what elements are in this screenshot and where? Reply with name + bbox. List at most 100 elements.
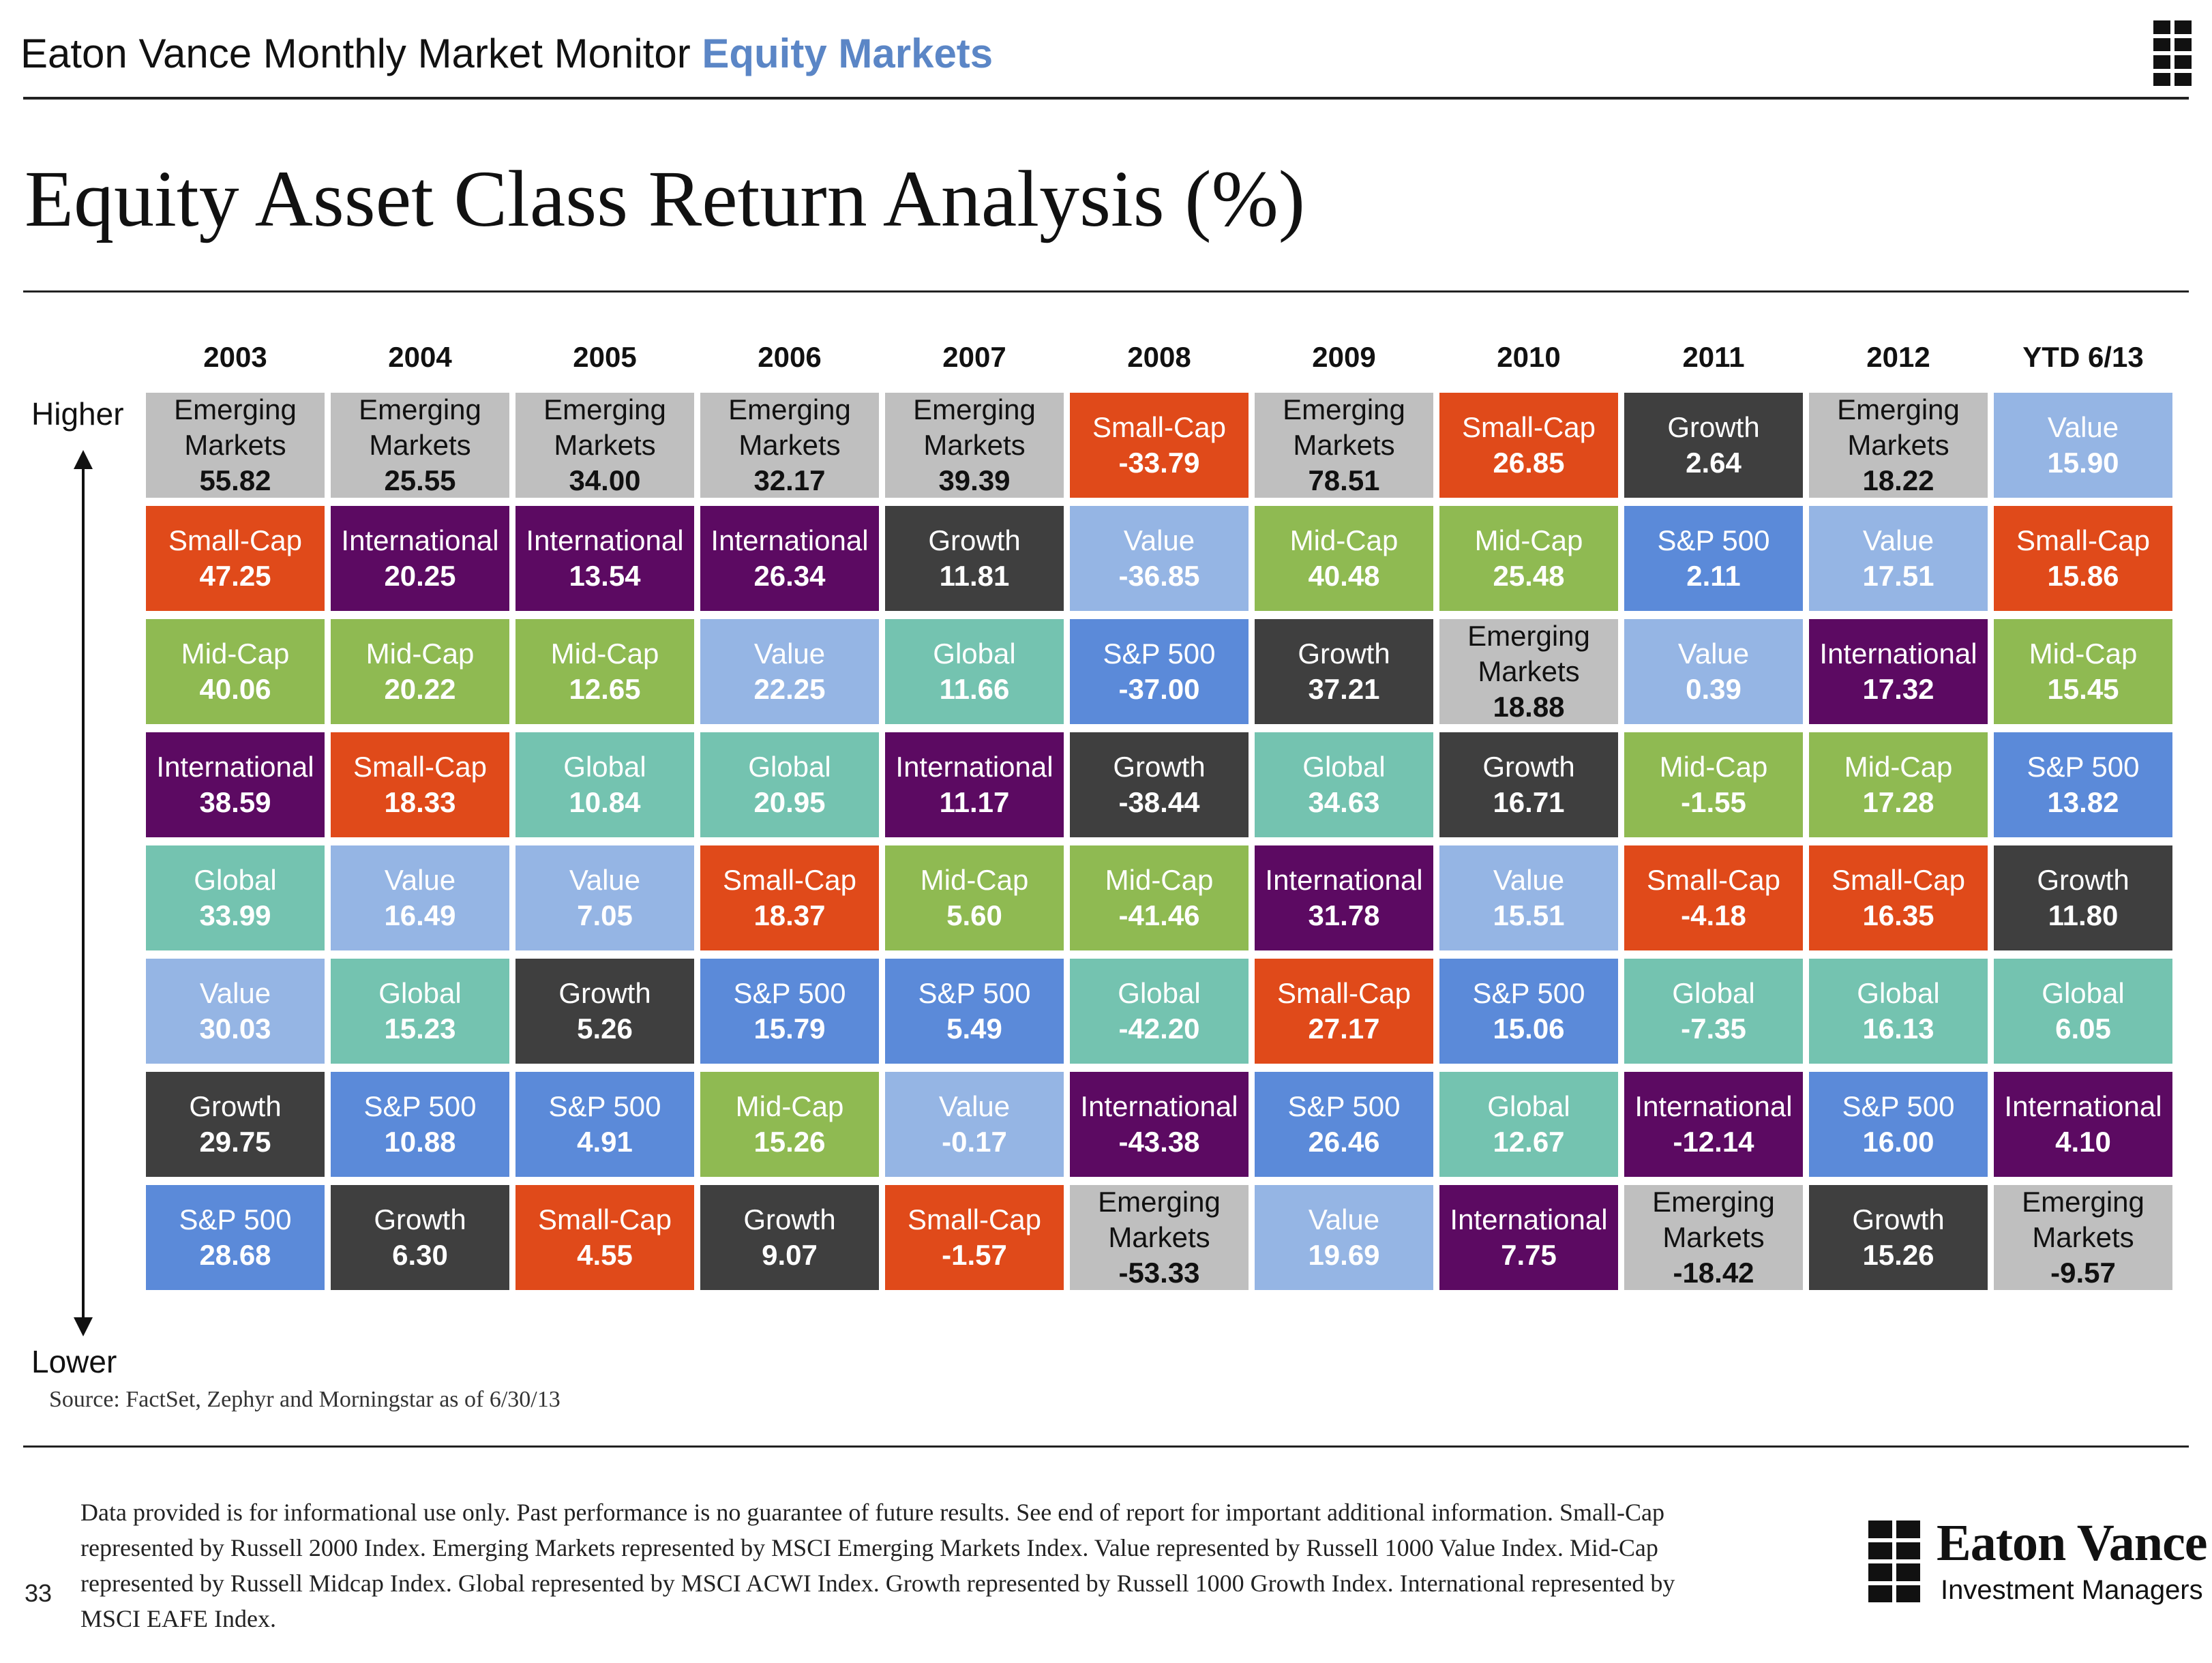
cell-category: Value [753, 638, 826, 670]
cell-value: 30.03 [199, 1013, 271, 1045]
cell-category: S&P 500 [1287, 1090, 1401, 1122]
cell-value: -18.42 [1673, 1257, 1754, 1289]
return-cell: Growth 5.26 [515, 959, 694, 1064]
cell-category: Global [378, 977, 462, 1009]
return-cell: Emerging Markets 25.55 [331, 393, 509, 498]
cell-category: Growth [1298, 638, 1390, 670]
return-cell: Global 16.13 [1809, 959, 1988, 1064]
cell-value: 16.00 [1862, 1126, 1934, 1158]
return-cell: International 7.75 [1439, 1185, 1618, 1290]
cell-category: Mid-Cap [1659, 751, 1768, 783]
return-cell: Small-Cap -33.79 [1070, 393, 1249, 498]
cell-category: Growth [558, 977, 651, 1009]
cell-value: 15.79 [753, 1013, 826, 1045]
cell-category: Small-Cap [907, 1203, 1042, 1235]
cell-category: S&P 500 [548, 1090, 661, 1122]
cell-category: Growth [1482, 751, 1575, 783]
cell-value: 15.26 [753, 1126, 826, 1158]
return-cell: Small-Cap 4.55 [515, 1185, 694, 1290]
cell-category: Global [194, 864, 277, 896]
return-cell: Mid-Cap 20.22 [331, 619, 509, 724]
cell-value: 15.51 [1493, 899, 1565, 931]
footer-divider [23, 1445, 2189, 1448]
cell-value: 18.37 [753, 899, 826, 931]
cell-value: -38.44 [1118, 786, 1200, 818]
cell-value: 13.54 [569, 560, 641, 592]
return-cell: Small-Cap 16.35 [1809, 845, 1988, 950]
return-cell: Mid-Cap 25.48 [1439, 506, 1618, 611]
cell-category: S&P 500 [363, 1090, 477, 1122]
cell-category: International [1634, 1090, 1793, 1122]
return-cell: Value 15.90 [1994, 393, 2172, 498]
cell-value: -0.17 [942, 1126, 1007, 1158]
return-cell: International 4.10 [1994, 1072, 2172, 1177]
cell-category: Value [569, 864, 641, 896]
cell-category: International [1080, 1090, 1238, 1122]
return-cell: Emerging Markets 78.51 [1255, 393, 1433, 498]
return-cell: International 38.59 [146, 732, 325, 837]
cell-category: Small-Cap [2016, 524, 2151, 556]
cell-category: S&P 500 [2027, 751, 2140, 783]
cell-value: -41.46 [1118, 899, 1200, 931]
return-cell: Growth 29.75 [146, 1072, 325, 1177]
cell-value: 16.35 [1862, 899, 1934, 931]
cell-category: Small-Cap [353, 751, 488, 783]
source-note: Source: FactSet, Zephyr and Morningstar … [49, 1387, 561, 1412]
return-cell: International 13.54 [515, 506, 694, 611]
return-cell: Value -36.85 [1070, 506, 1249, 611]
year-header: 2004 [388, 341, 452, 373]
return-cell: S&P 500 15.06 [1439, 959, 1618, 1064]
cell-category: International [1265, 864, 1423, 896]
return-cell: S&P 500 5.49 [885, 959, 1064, 1064]
page-title: Equity Asset Class Return Analysis (%) [25, 154, 1306, 243]
return-cell: Growth 37.21 [1255, 619, 1433, 724]
cell-value: 15.45 [2047, 673, 2119, 705]
cell-value: 26.85 [1493, 447, 1565, 479]
return-cell: Mid-Cap 40.48 [1255, 506, 1433, 611]
return-cell: Emerging Markets -53.33 [1070, 1185, 1249, 1290]
cell-value: 6.30 [392, 1239, 448, 1271]
return-cell: Growth 9.07 [700, 1185, 879, 1290]
cell-category: Small-Cap [168, 524, 303, 556]
cell-category: Small-Cap [1831, 864, 1966, 896]
cell-value: 22.25 [753, 673, 826, 705]
cell-value: 17.51 [1862, 560, 1934, 592]
return-cell: Value 22.25 [700, 619, 879, 724]
return-cell: Value 0.39 [1624, 619, 1803, 724]
return-cell: S&P 500 15.79 [700, 959, 879, 1064]
return-cell: Global 15.23 [331, 959, 509, 1064]
cell-category: Value [938, 1090, 1011, 1122]
return-cell: Value 17.51 [1809, 506, 1988, 611]
return-cell: Value 16.49 [331, 845, 509, 950]
cell-category: Global [933, 638, 1016, 670]
return-cell: Small-Cap 18.33 [331, 732, 509, 837]
return-cell: Global 34.63 [1255, 732, 1433, 837]
cell-value: 10.88 [384, 1126, 456, 1158]
cell-value: 27.17 [1308, 1013, 1380, 1045]
return-cell: Global 6.05 [1994, 959, 2172, 1064]
cell-value: -1.57 [942, 1239, 1007, 1271]
return-cell: Value 30.03 [146, 959, 325, 1064]
cell-value: 15.06 [1493, 1013, 1565, 1045]
cell-value: 34.00 [569, 464, 641, 496]
cell-category: Growth [1852, 1203, 1945, 1235]
cell-value: 5.49 [946, 1013, 1002, 1045]
cell-category: Emerging Markets [543, 393, 666, 461]
return-cell: Value 7.05 [515, 845, 694, 950]
cell-value: 31.78 [1308, 899, 1380, 931]
return-ranking-table: 2003 Emerging Markets 55.82 Small-Cap 47.25 M… [146, 341, 2172, 1290]
return-cell: International -43.38 [1070, 1072, 1249, 1177]
year-header: 2005 [573, 341, 637, 373]
cell-value: 16.71 [1493, 786, 1565, 818]
cell-value: 2.11 [1686, 560, 1741, 592]
cell-category: Emerging Markets [913, 393, 1036, 461]
year-header: 2010 [1497, 341, 1561, 373]
return-cell: Mid-Cap 12.65 [515, 619, 694, 724]
return-cell: Mid-Cap 15.26 [700, 1072, 879, 1177]
year-header: 2011 [1682, 341, 1745, 373]
cell-value: -9.57 [2050, 1257, 2116, 1289]
year-header: YTD 6/13 [2022, 341, 2144, 373]
return-cell: Small-Cap -4.18 [1624, 845, 1803, 950]
cell-category: Small-Cap [1092, 411, 1227, 443]
cell-value: 4.91 [577, 1126, 633, 1158]
